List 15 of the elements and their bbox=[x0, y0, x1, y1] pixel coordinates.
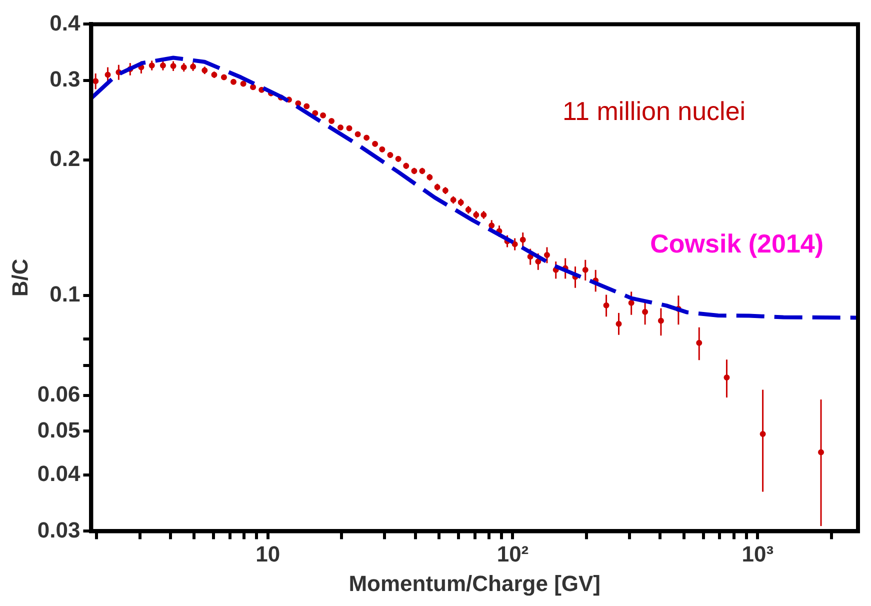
y-tick-label: 0.3 bbox=[50, 66, 80, 92]
annotation: 11 million nuclei bbox=[562, 96, 746, 126]
x-tick-label: 10³ bbox=[742, 541, 774, 566]
y-tick-label: 0.04 bbox=[37, 460, 81, 486]
y-axis-title: B/C bbox=[7, 258, 32, 297]
annotation: Cowsik (2014) bbox=[650, 228, 824, 258]
x-tick-label: 10 bbox=[256, 541, 280, 566]
y-tick-label: 0.06 bbox=[37, 382, 80, 407]
y-tick-label: 0.1 bbox=[50, 282, 80, 307]
x-axis-title: Momentum/Charge [GV] bbox=[348, 570, 601, 596]
y-tick-label: 0.4 bbox=[50, 10, 81, 36]
y-tick-label: 0.2 bbox=[50, 146, 80, 171]
y-tick-label: 0.05 bbox=[37, 417, 80, 442]
y-tick-label: 0.03 bbox=[37, 517, 80, 542]
x-tick-label: 10² bbox=[496, 541, 529, 566]
